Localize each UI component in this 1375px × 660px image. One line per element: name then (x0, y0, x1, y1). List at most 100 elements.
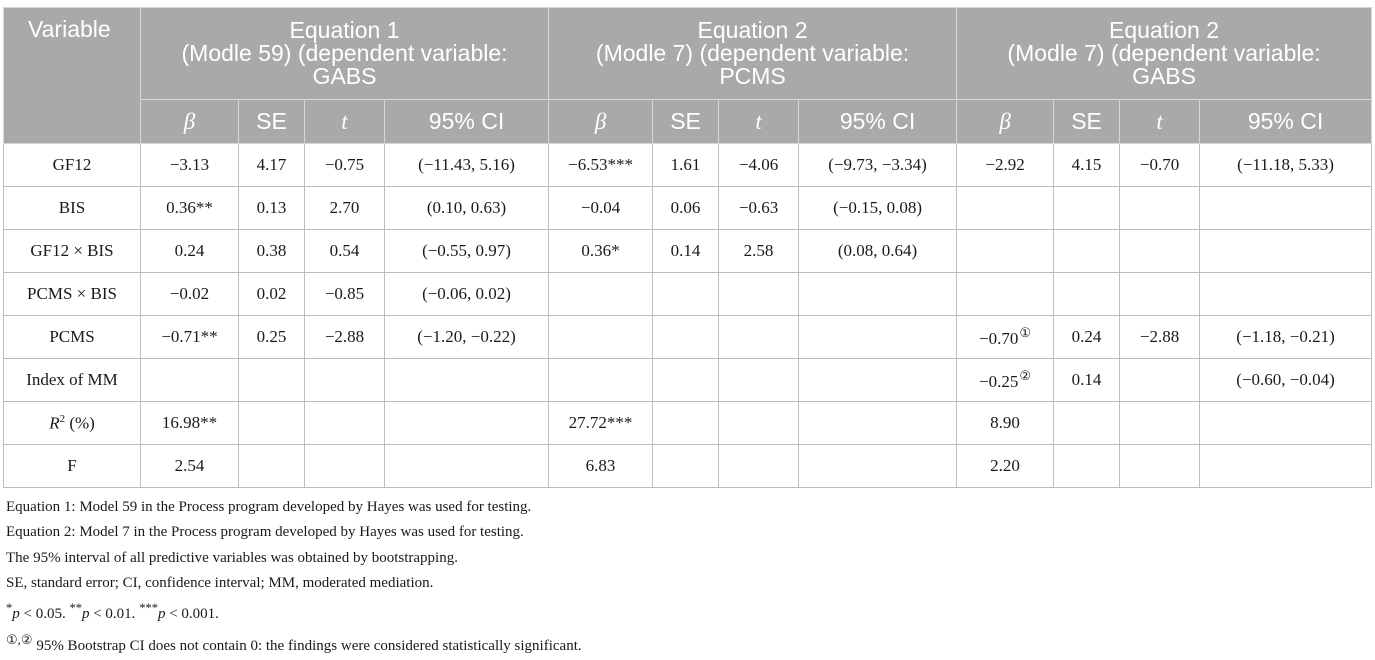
table-cell (1199, 272, 1373, 316)
table-cell (718, 444, 800, 488)
table-cell: 2.20 (956, 444, 1055, 488)
table-row: GF12 × BIS 0.24 0.38 0.54 (−0.55, 0.97) 0.36*… (3, 229, 1373, 273)
row-label: BIS (3, 186, 141, 230)
table-cell (798, 315, 958, 359)
t-header: t (718, 99, 800, 144)
note-abbreviations: SE, standard error; CI, confidence inter… (6, 574, 434, 591)
row-label: GF12 × BIS (3, 229, 141, 273)
table-cell: (−0.55, 0.97) (383, 229, 550, 273)
table-cell: 8.90 (956, 401, 1055, 445)
ci-header: 95% CI (798, 99, 958, 144)
note-equation-2: Equation 2: Model 7 in the Process progr… (6, 524, 524, 541)
row-label: Index of MM (3, 358, 141, 402)
table-cell: −2.92 (956, 143, 1055, 187)
variable-header: Variable (3, 7, 141, 144)
table-cell (383, 444, 550, 488)
table-cell (652, 401, 720, 445)
table-cell (304, 444, 385, 488)
table-cell (304, 358, 385, 402)
table-cell: −0.25② (956, 358, 1055, 402)
table-cell: (−0.60, −0.04) (1199, 358, 1373, 402)
circle-mark-two: ② (1019, 368, 1032, 383)
equation-3-model: (Modle 7) (dependent variable: (1007, 40, 1321, 66)
table-cell (383, 358, 550, 402)
ci-header: 95% CI (383, 99, 550, 144)
equation-1-model: (Modle 59) (dependent variable: (181, 40, 508, 66)
t-header: t (304, 99, 385, 144)
table-cell: 27.72*** (548, 401, 654, 445)
table-cell: 2.70 (304, 186, 385, 230)
beta-header: β (956, 99, 1055, 144)
table-cell (1053, 272, 1121, 316)
table-cell (798, 401, 958, 445)
table-cell: 6.83 (548, 444, 654, 488)
header-row-stats: β SE t 95% CI β SE t 95% CI β SE t 95% C… (4, 99, 1373, 144)
table-cell: (−0.15, 0.08) (798, 186, 958, 230)
table-cell (718, 358, 800, 402)
table-cell (304, 401, 385, 445)
table-cell: 0.24 (1053, 315, 1121, 359)
equation-2-pcms-header: Equation 2 (Modle 7) (dependent variable… (548, 7, 958, 100)
table-cell (1053, 229, 1121, 273)
table-cell (548, 358, 654, 402)
table-cell: 0.24 (140, 229, 239, 273)
table-cell: 2.54 (140, 444, 239, 488)
table-cell: −0.02 (140, 272, 239, 316)
table-row: PCMS −0.71** 0.25 −2.88 (−1.20, −0.22) −0.70①… (3, 315, 1373, 359)
table-cell: (−11.18, 5.33) (1199, 143, 1373, 187)
table-cell (718, 401, 800, 445)
note-equation-1: Equation 1: Model 59 in the Process prog… (6, 499, 532, 515)
se-header: SE (652, 99, 720, 144)
table-cell (798, 358, 958, 402)
table-cell (238, 444, 305, 488)
table-cell (1199, 444, 1373, 488)
table-row: BIS 0.36** 0.13 2.70 (0.10, 0.63) −0.04 0.06 −0… (3, 186, 1373, 230)
table-cell: (−0.06, 0.02) (383, 272, 550, 316)
table-cell (652, 272, 720, 316)
table-cell (956, 186, 1055, 230)
table-cell: 0.14 (1053, 358, 1121, 402)
table-cell: −0.71** (140, 315, 239, 359)
equation-2-gabs-header: Equation 2 (Modle 7) (dependent variable… (956, 7, 1373, 100)
table-cell: 1.61 (652, 143, 720, 187)
table-cell: (−1.18, −0.21) (1199, 315, 1373, 359)
circle-mark-one: ① (1019, 325, 1032, 340)
table-cell: −4.06 (718, 143, 800, 187)
table-cell (238, 358, 305, 402)
equation-2-model: (Modle 7) (dependent variable: (595, 40, 910, 66)
equation-2-title: Equation 2 (697, 17, 808, 43)
table-cell (1053, 186, 1121, 230)
table-cell: 0.36** (140, 186, 239, 230)
table-cell (652, 315, 720, 359)
table-cell: (−11.43, 5.16) (383, 143, 550, 187)
beta-header: β (548, 99, 654, 144)
note-bootstrap: The 95% interval of all predictive varia… (6, 549, 458, 566)
table-cell (652, 358, 720, 402)
table-cell (1119, 444, 1201, 488)
table-cell: −6.53*** (548, 143, 654, 187)
table-cell (238, 401, 305, 445)
table-cell: −2.88 (304, 315, 385, 359)
equation-1-title: Equation 1 (289, 17, 400, 43)
table-cell (798, 272, 958, 316)
table-row: R2 (%) 16.98** 27.72*** 8.90 (3, 401, 1373, 445)
row-label: GF12 (3, 143, 141, 187)
table-cell (718, 315, 800, 359)
table-cell: 0.14 (652, 229, 720, 273)
table-notes: Equation 1: Model 59 in the Process prog… (6, 495, 582, 660)
table-cell: 0.54 (304, 229, 385, 273)
se-header: SE (238, 99, 305, 144)
table-cell (548, 315, 654, 359)
table-cell (652, 444, 720, 488)
table-cell (1119, 186, 1201, 230)
beta-header: β (140, 99, 239, 144)
table-cell: 2.58 (718, 229, 800, 273)
row-label: PCMS (3, 315, 141, 359)
table-cell: −0.70① (956, 315, 1055, 359)
row-label: PCMS × BIS (3, 272, 141, 316)
table-cell: −0.75 (304, 143, 385, 187)
equation-1-header: Equation 1 (Modle 59) (dependent variabl… (139, 7, 550, 100)
table-cell (798, 444, 958, 488)
table-cell: 4.17 (238, 143, 305, 187)
regression-table: Variable Equation 1 (Modle 59) (dependen… (3, 7, 1373, 488)
